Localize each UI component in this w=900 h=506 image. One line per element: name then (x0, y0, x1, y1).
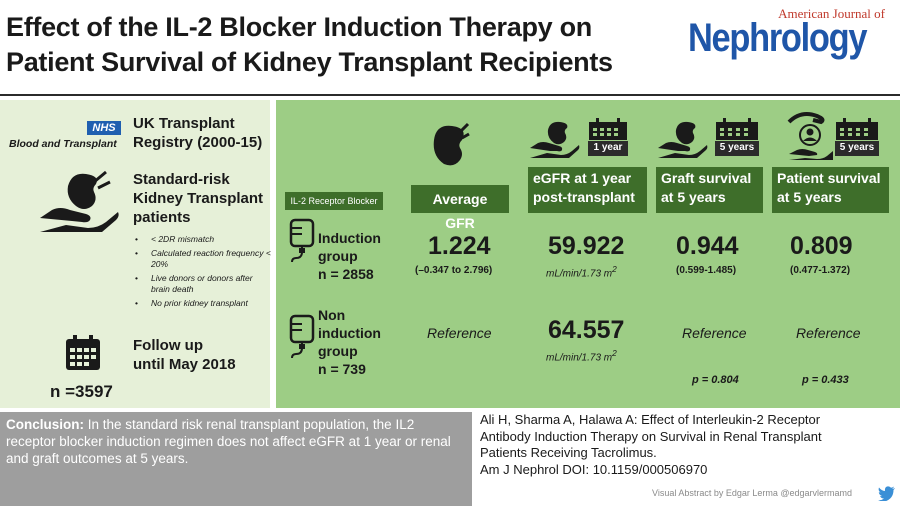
header-graft-survival: Graft survival at 5 years (656, 167, 763, 213)
conclusion-text: In the standard risk renal transplant po… (6, 417, 451, 466)
unit-sup: 2 (612, 264, 617, 274)
conclusion-box: Conclusion: In the standard risk renal t… (0, 412, 472, 506)
non-induction-line-3: group (318, 343, 358, 359)
hand-kidney-icon (530, 121, 580, 158)
unit-text: mL/min/1.73 m (546, 268, 613, 280)
hands-patient-icon (787, 112, 833, 160)
criteria-item: Calculated reaction frequency < 20% (133, 248, 273, 271)
induction-graft-value: 0.944 (676, 232, 739, 260)
header-patient-survival: Patient survival at 5 years (772, 167, 889, 213)
page-title: Effect of the IL-2 Blocker Induction The… (6, 10, 676, 80)
blood-transplant-label: Blood and Transplant (9, 138, 117, 150)
non-induction-line-1: Non (318, 307, 346, 323)
hand-kidney-icon (658, 121, 708, 158)
followup-line-1: Follow up (133, 337, 203, 354)
calendar-icon (716, 118, 758, 140)
calendar-icon (589, 118, 627, 140)
risk-line-2: Kidney Transplant (133, 190, 264, 207)
header-divider (0, 94, 900, 96)
induction-graft-ci: (0.599-1.485) (676, 265, 737, 276)
calendar-1-year-icon: 1 year (588, 118, 628, 156)
header-egfr-line-2: post-transplant (533, 189, 635, 205)
calendar-5-years-icon: 5 years (835, 118, 879, 156)
non-induction-group-label: Non induction group n = 739 (318, 306, 381, 378)
risk-line-3: patients (133, 209, 191, 226)
total-n: n =3597 (50, 382, 113, 401)
non-induction-n: n = 739 (318, 361, 366, 377)
followup-line-2: until May 2018 (133, 356, 236, 373)
header-patient-line-2: at 5 years (777, 189, 842, 205)
non-induction-gfr-value: Reference (427, 325, 492, 341)
induction-patient-value: 0.809 (790, 232, 853, 260)
five-years-badge: 5 years (715, 141, 759, 156)
citation-line-1: Ali H, Sharma A, Halawa A: Effect of Int… (480, 412, 821, 427)
journal-name: Nephrology (688, 16, 868, 60)
graft-p-value: p = 0.804 (692, 374, 739, 386)
induction-line-2: group (318, 248, 358, 264)
journal-prefix: American Journal of (778, 6, 885, 21)
conclusion-label: Conclusion: (6, 417, 84, 432)
induction-egfr-value: 59.922 (548, 232, 625, 260)
row-header-label: IL-2 Receptor Blocker (285, 192, 383, 210)
citation-line-2: Antibody Induction Therapy on Survival i… (480, 428, 822, 444)
registry-label: UK Transplant Registry (2000-15) (133, 114, 262, 152)
twitter-icon[interactable] (878, 486, 896, 501)
five-years-badge: 5 years (835, 141, 879, 156)
followup-label: Follow up until May 2018 (133, 336, 236, 374)
credit-label: Visual Abstract by Edgar Lerma @edgarvle… (652, 488, 853, 498)
induction-gfr-value: 1.224 (428, 232, 491, 260)
iv-bag-icon (289, 218, 315, 263)
citation-line-3: Patients Receiving Tacrolimus. (480, 445, 657, 460)
kidney-icon (433, 122, 470, 166)
nhs-logo: NHS (87, 121, 121, 135)
criteria-item: < 2DR mismatch (133, 234, 273, 246)
non-induction-egfr-unit: mL/min/1.73 m2 (546, 348, 617, 363)
induction-gfr-ci: (–0.347 to 2.796) (415, 265, 493, 276)
journal-logo: American Journal of Nephrology (688, 6, 893, 62)
iv-bag-icon (289, 314, 315, 359)
induction-n: n = 2858 (318, 266, 374, 282)
non-induction-egfr-value: 64.557 (548, 316, 625, 344)
citation: Ali H, Sharma A, Halawa A: Effect of Int… (480, 412, 890, 478)
header-patient-line-1: Patient survival (777, 170, 881, 186)
citation-line-4: Am J Nephrol DOI: 10.1159/000506970 (480, 461, 708, 477)
header-average-gfr: Average GFR (411, 185, 509, 231)
non-induction-graft-value: Reference (682, 325, 747, 341)
patient-p-value: p = 0.433 (802, 374, 849, 386)
induction-patient-ci: (0.477-1.372) (790, 265, 851, 276)
calendar-5-years-icon: 5 years (715, 118, 759, 156)
risk-label: Standard-risk Kidney Transplant patients (133, 170, 263, 227)
header-graft-line-2: at 5 years (661, 189, 726, 205)
induction-group-label: Induction group n = 2858 (318, 229, 381, 283)
calendar-icon (836, 118, 878, 140)
inclusion-criteria-list: < 2DR mismatch Calculated reaction frequ… (133, 234, 273, 311)
title-line-1: Effect of the IL-2 Blocker Induction The… (6, 12, 592, 42)
criteria-item: Live donors or donors after brain death (133, 273, 273, 296)
hand-kidney-icon (40, 170, 119, 232)
risk-line-1: Standard-risk (133, 171, 230, 188)
induction-egfr-unit: mL/min/1.73 m2 (546, 264, 617, 279)
header-graft-line-1: Graft survival (661, 170, 752, 186)
non-induction-patient-value: Reference (796, 325, 861, 341)
registry-line-1: UK Transplant (133, 115, 235, 132)
title-line-2: Patient Survival of Kidney Transplant Re… (6, 47, 613, 77)
unit-text: mL/min/1.73 m (546, 352, 613, 364)
one-year-badge: 1 year (588, 141, 628, 156)
induction-line-1: Induction (318, 230, 381, 246)
header-egfr: eGFR at 1 year post-transplant (528, 167, 647, 213)
unit-sup: 2 (612, 348, 617, 358)
criteria-item: No prior kidney transplant (133, 298, 273, 310)
calendar-icon (66, 335, 100, 370)
header-egfr-line-1: eGFR at 1 year (533, 170, 632, 186)
non-induction-line-2: induction (318, 325, 381, 341)
registry-line-2: Registry (2000-15) (133, 134, 263, 151)
